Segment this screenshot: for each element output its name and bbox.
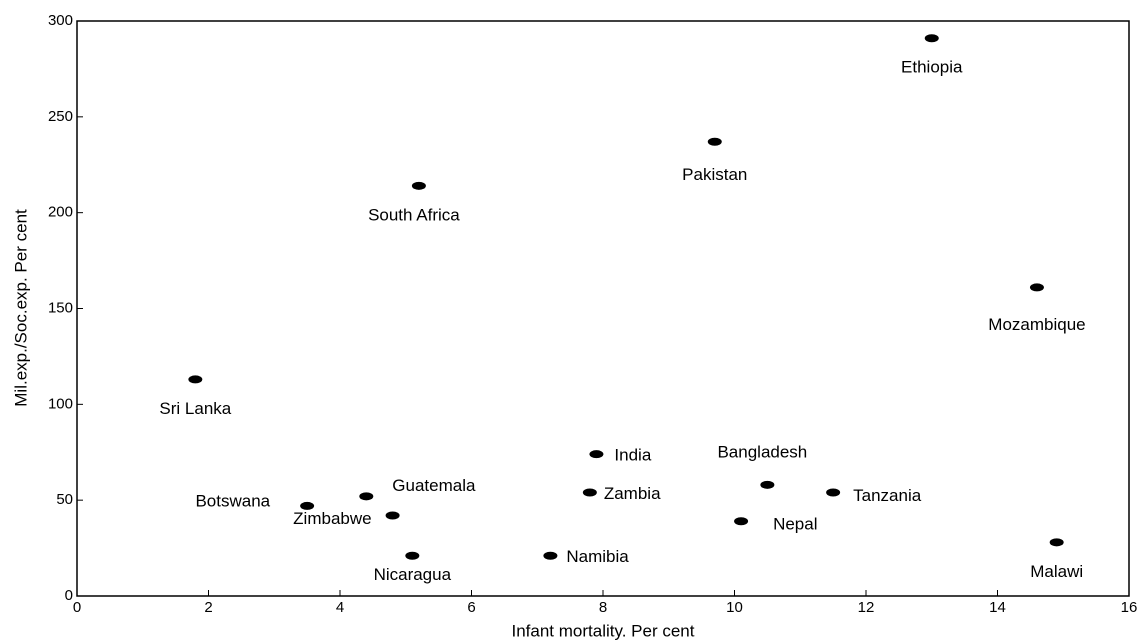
point-label: Zimbabwe [293, 509, 371, 528]
y-tick-label: 300 [48, 12, 73, 29]
point-label: Guatemala [392, 476, 476, 495]
point-label: Sri Lanka [159, 399, 231, 418]
point-label: South Africa [368, 205, 460, 224]
point [405, 551, 420, 560]
point [582, 488, 597, 497]
point-label: Zambia [604, 484, 661, 503]
point-label: India [614, 446, 651, 465]
point [924, 34, 939, 43]
y-tick-label: 200 [48, 204, 73, 221]
point-label: Botswana [195, 491, 270, 510]
point-label: Mozambique [988, 315, 1085, 334]
point [589, 450, 604, 459]
point-label: Nicaragua [374, 565, 452, 584]
x-tick-label: 6 [467, 599, 475, 616]
y-tick-label: 0 [65, 587, 73, 604]
point [543, 551, 558, 560]
point [707, 137, 722, 146]
point-label: Nepal [773, 515, 817, 534]
y-axis-label: Mil.exp./Soc.exp. Per cent [11, 209, 30, 407]
point-label: Ethiopia [901, 58, 963, 77]
x-axis-label: Infant mortality. Per cent [512, 621, 695, 640]
point-label: Bangladesh [717, 442, 807, 461]
point [1049, 538, 1064, 547]
y-tick-label: 100 [48, 395, 73, 412]
x-tick-label: 14 [989, 599, 1006, 616]
point [826, 488, 841, 497]
point [359, 492, 374, 501]
point [734, 517, 749, 526]
point-label: Pakistan [682, 165, 747, 184]
point [300, 501, 315, 510]
point-label: Tanzania [853, 486, 922, 505]
x-tick-label: 0 [73, 599, 81, 616]
point-label: Malawi [1030, 562, 1083, 581]
point-label: Namibia [566, 547, 629, 566]
y-tick-label: 250 [48, 108, 73, 125]
x-tick-label: 10 [726, 599, 743, 616]
point [760, 480, 775, 489]
point [188, 375, 203, 384]
point [411, 181, 426, 190]
point [385, 511, 400, 520]
x-tick-label: 12 [858, 599, 875, 616]
x-tick-label: 4 [336, 599, 344, 616]
point [1029, 283, 1044, 292]
x-tick-label: 8 [599, 599, 607, 616]
x-tick-label: 16 [1121, 599, 1138, 616]
y-tick-label: 50 [56, 491, 73, 508]
x-tick-label: 2 [204, 599, 212, 616]
y-tick-label: 150 [48, 299, 73, 316]
